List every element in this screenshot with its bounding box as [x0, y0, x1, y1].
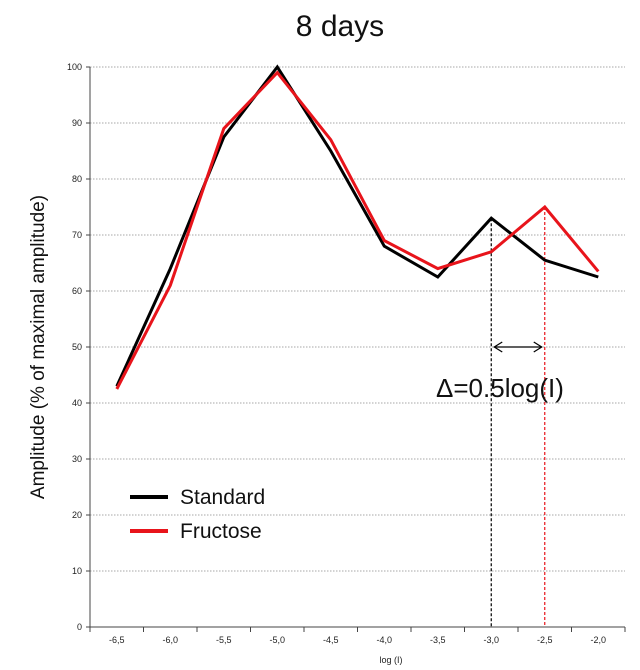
delta-arrow	[493, 341, 543, 353]
grid	[90, 66, 625, 572]
delta-annotation: Δ=0.5log(I)	[436, 373, 564, 403]
legend-label-standard: Standard	[180, 486, 265, 509]
y-tick-label: 60	[72, 286, 82, 296]
y-tick-label: 0	[77, 622, 82, 632]
y-tick-label: 30	[72, 454, 82, 464]
x-tick-labels: -6,5 -6,0 -5,5 -5,0 -4,5 -4,0 -3,5 -3,0 -2,5 -2,0	[109, 635, 606, 645]
y-tick-label: 10	[72, 566, 82, 576]
y-tick-label: 70	[72, 230, 82, 240]
y-tick-label: 80	[72, 174, 82, 184]
chart-title: 8 days	[296, 10, 384, 43]
x-tick-label: -6,5	[109, 635, 125, 645]
x-tick-label: -3,5	[430, 635, 446, 645]
arrow-head-left	[493, 341, 503, 353]
arrow-head-right	[533, 341, 543, 353]
x-tick-label: -4,0	[376, 635, 392, 645]
x-tick-label: -6,0	[162, 635, 178, 645]
y-tick-labels: 0 10 20 30 40 50 60 70 80 90 100	[67, 62, 82, 632]
legend: Standard Fructose	[130, 486, 265, 543]
axes	[86, 66, 626, 632]
series-line-fructose	[115, 70, 600, 390]
x-tick-label: -4,5	[323, 635, 339, 645]
legend-label-fructose: Fructose	[180, 520, 262, 543]
y-axis-label: Amplitude (% of maximal amplitude)	[28, 195, 49, 499]
x-axis-label: log (I)	[379, 655, 402, 665]
x-tick-label: -3,0	[483, 635, 499, 645]
peak-guides	[490, 207, 546, 627]
series-lines	[115, 64, 600, 390]
y-tick-label: 50	[72, 342, 82, 352]
y-tick-label: 100	[67, 62, 82, 72]
x-tick-label: -2,0	[590, 635, 606, 645]
x-tick-label: -2,5	[537, 635, 553, 645]
y-tick-label: 90	[72, 118, 82, 128]
x-tick-label: -5,0	[269, 635, 285, 645]
y-tick-label: 20	[72, 510, 82, 520]
x-tick-label: -5,5	[216, 635, 232, 645]
y-tick-label: 40	[72, 398, 82, 408]
